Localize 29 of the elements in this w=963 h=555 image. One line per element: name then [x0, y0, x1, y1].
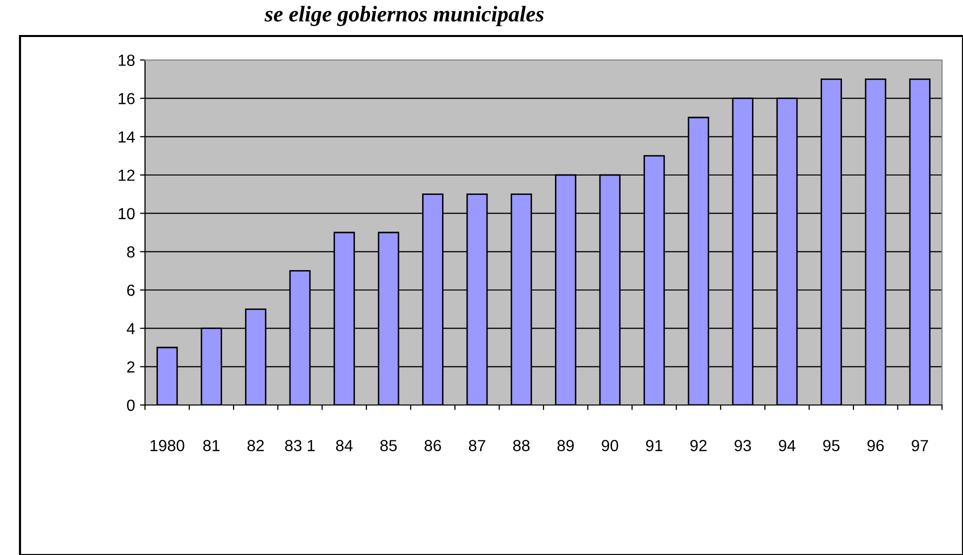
x-tick-label: 94: [778, 440, 796, 452]
x-tick-label: 95: [823, 440, 840, 452]
y-tick-label: 0: [127, 400, 135, 411]
y-tick-label: 6: [127, 284, 135, 296]
x-tick-label: 83 1: [285, 440, 315, 452]
y-tick-label: 16: [118, 92, 135, 104]
y-tick-label: 4: [126, 323, 135, 334]
y-tick-label: 14: [118, 131, 135, 142]
y-tick-label: 8: [127, 246, 135, 258]
x-tick-label: 97: [912, 440, 928, 452]
x-tick-label: 96: [867, 440, 884, 452]
y-tick-label: 10: [118, 208, 135, 220]
x-tick-label: 89: [557, 440, 574, 452]
x-tick-label: 85: [380, 440, 397, 452]
x-tick-label: 93: [734, 440, 751, 452]
x-tick-label: 81: [203, 440, 220, 452]
x-tick-label: 88: [513, 440, 530, 452]
y-tick-label: 2: [127, 361, 134, 372]
y-tick-label: 18: [118, 54, 135, 66]
x-tick-label: 91: [646, 440, 662, 452]
x-tick-label: 82: [248, 440, 264, 452]
x-tick-label: 90: [602, 440, 618, 452]
chart-title: se elige gobiernos municipales: [264, 6, 544, 26]
x-tick-label: 92: [690, 440, 707, 452]
x-tick-label: 1980: [150, 440, 184, 452]
x-tick-label: 87: [468, 440, 486, 452]
x-tick-label: 84: [336, 440, 353, 452]
y-tick-label: 12: [118, 170, 134, 181]
x-tick-label: 86: [424, 440, 441, 452]
